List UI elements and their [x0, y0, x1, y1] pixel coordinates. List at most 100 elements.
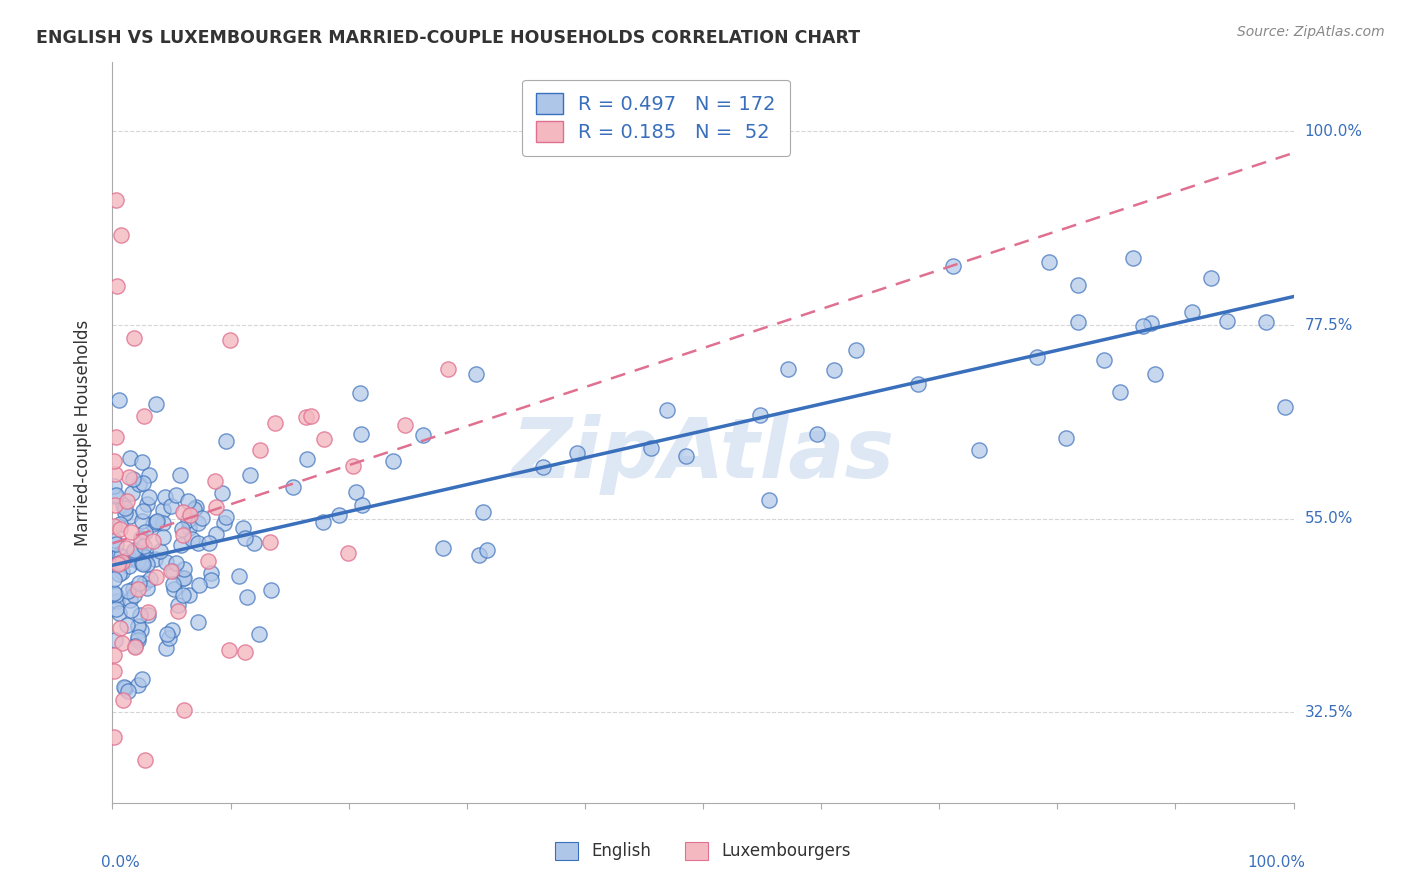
Point [531, 459, 554, 474]
Point [152, 530, 174, 544]
Point [115, 541, 138, 555]
Point [169, 467, 191, 482]
Point [214, 516, 236, 531]
Point [412, 427, 434, 442]
Point [128, 607, 150, 622]
Point [129, 531, 152, 545]
Point [173, 703, 195, 717]
Point [260, 582, 283, 597]
Point [111, 635, 134, 649]
Point [167, 604, 190, 618]
Point [640, 441, 662, 455]
Point [172, 588, 194, 602]
Point [299, 409, 322, 423]
Y-axis label: Married-couple Households: Married-couple Households [73, 319, 91, 546]
Point [160, 499, 183, 513]
Point [465, 367, 488, 381]
Point [204, 474, 226, 488]
Point [145, 514, 167, 528]
Point [131, 672, 153, 686]
Point [104, 467, 127, 481]
Point [103, 648, 125, 662]
Point [117, 684, 139, 698]
Point [152, 502, 174, 516]
Point [967, 442, 990, 457]
Point [117, 552, 139, 566]
Point [228, 569, 250, 583]
Point [180, 532, 202, 546]
Point [131, 556, 153, 570]
Point [138, 490, 160, 504]
Point [131, 475, 153, 490]
Point [104, 489, 127, 503]
Point [124, 639, 146, 653]
Point [160, 564, 183, 578]
Point [131, 547, 153, 561]
Point [128, 476, 150, 491]
Point [187, 535, 209, 549]
Point [131, 514, 153, 528]
Point [105, 193, 128, 207]
Point [477, 542, 499, 557]
Point [1122, 251, 1144, 265]
Point [468, 548, 491, 562]
Point [172, 505, 194, 519]
Point [328, 508, 350, 522]
Point [103, 586, 125, 600]
Point [215, 434, 238, 449]
Point [155, 641, 177, 656]
Point [122, 542, 145, 557]
Point [349, 386, 371, 401]
Point [176, 493, 198, 508]
Point [1181, 304, 1204, 318]
Point [136, 497, 159, 511]
Point [200, 573, 222, 587]
Point [200, 566, 222, 580]
Point [155, 555, 177, 569]
Point [1216, 314, 1239, 328]
Point [350, 498, 373, 512]
Point [139, 572, 162, 586]
Point [232, 521, 254, 535]
Point [1139, 316, 1161, 330]
Point [105, 488, 128, 502]
Point [238, 468, 260, 483]
Point [655, 403, 678, 417]
Point [806, 427, 828, 442]
Point [103, 454, 125, 468]
Point [108, 517, 131, 532]
Point [122, 582, 145, 596]
Point [142, 517, 165, 532]
Point [179, 508, 201, 522]
Point [103, 533, 125, 548]
Point [127, 630, 149, 644]
Point [153, 490, 176, 504]
Point [173, 571, 195, 585]
Point [110, 227, 132, 242]
Point [204, 500, 226, 514]
Point [437, 362, 460, 376]
Point [129, 534, 152, 549]
Point [103, 572, 125, 586]
Point [394, 417, 416, 432]
Point [778, 362, 800, 376]
Point [105, 602, 128, 616]
Point [132, 409, 155, 423]
Point [749, 408, 772, 422]
Text: 32.5%: 32.5% [1305, 705, 1353, 720]
Point [145, 397, 167, 411]
Point [907, 376, 929, 391]
Point [382, 454, 405, 468]
Text: ENGLISH VS LUXEMBOURGER MARRIED-COUPLE HOUSEHOLDS CORRELATION CHART: ENGLISH VS LUXEMBOURGER MARRIED-COUPLE H… [35, 29, 860, 47]
Point [336, 546, 359, 560]
Point [249, 627, 271, 641]
Point [142, 533, 165, 548]
Point [104, 633, 127, 648]
Point [103, 665, 125, 679]
Point [127, 554, 149, 568]
Point [1026, 351, 1049, 365]
Point [197, 554, 219, 568]
Point [111, 565, 134, 579]
Text: 77.5%: 77.5% [1305, 318, 1353, 333]
Point [121, 486, 143, 500]
